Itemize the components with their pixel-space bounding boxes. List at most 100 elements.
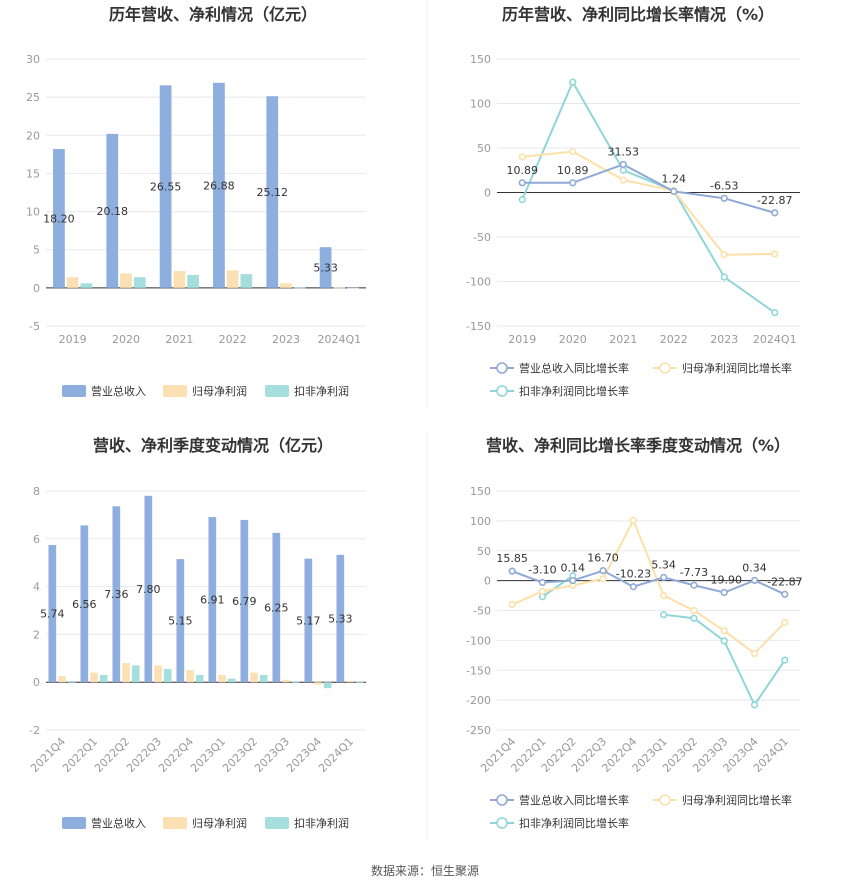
y-tick-label: -50	[473, 605, 491, 618]
x-tick-label: 2020	[112, 333, 140, 346]
y-tick-label: 30	[26, 53, 40, 66]
legend-item: 扣非净利润同比增长率	[490, 384, 629, 398]
x-tick-label: 2022	[660, 333, 688, 346]
chart-title: 营收、净利同比增长率季度变动情况（%）	[486, 436, 790, 455]
quarterly-revenue-profit-chart: 营收、净利季度变动情况（亿元）-2024682021Q42022Q12022Q2…	[28, 436, 366, 830]
y-tick-label: 10	[26, 206, 40, 219]
bar-net-profit	[122, 663, 130, 683]
bar-deducted-profit	[293, 287, 306, 289]
legend-marker	[496, 362, 508, 374]
data-point	[538, 578, 547, 587]
legend-item: 扣非净利润	[265, 384, 349, 398]
bar-deducted-profit	[133, 277, 146, 288]
x-tick-label: 2024Q1	[316, 735, 356, 775]
quarterly-growth-rate-chart: 营收、净利同比增长率季度变动情况（%） -250 -200 -150 -100 -50 0 5…	[466, 436, 803, 830]
legend-label: 归母净利润同比增长率	[682, 793, 792, 807]
bar-net-profit	[218, 675, 226, 683]
data-point	[629, 516, 637, 524]
bar-revenue	[336, 554, 345, 683]
series-line-net-profit	[522, 150, 775, 256]
legend-item: 归母净利润同比增长率	[653, 793, 792, 807]
y-tick-label: 4	[33, 581, 40, 594]
data-point	[518, 153, 526, 161]
bar-data-label: 26.88	[203, 179, 235, 192]
bar-data-label: 7.36	[104, 588, 129, 601]
legend-label: 归母净利润同比增长率	[682, 361, 792, 375]
data-point	[720, 588, 728, 597]
bar-data-label: 6.91	[200, 594, 225, 607]
bar-net-profit	[58, 676, 66, 683]
bar-deducted-profit	[291, 681, 300, 683]
bar-data-label: 25.12	[257, 186, 289, 199]
bar-deducted-profit	[355, 681, 364, 683]
data-point	[720, 273, 728, 281]
legend-swatch	[62, 385, 86, 397]
bar-deducted-profit	[80, 283, 93, 288]
legend-item: 营业总收入同比增长率	[490, 793, 629, 807]
legend-marker	[496, 385, 508, 397]
bar-data-label: 7.80	[136, 583, 161, 596]
data-point	[569, 78, 577, 86]
legend-item: 营业总收入同比增长率	[490, 361, 629, 375]
y-tick-label: 6	[33, 533, 40, 546]
bar-deducted-profit	[67, 682, 76, 683]
y-tick-label: 5	[33, 244, 40, 257]
bar-revenue	[304, 558, 313, 683]
legend-label: 扣非净利润	[294, 384, 349, 398]
bar-revenue	[112, 506, 121, 683]
legend-label: 扣非净利润同比增长率	[519, 384, 629, 398]
legend-item: 营业总收入	[62, 384, 146, 398]
bar-net-profit	[226, 270, 239, 288]
y-tick-label: 50	[477, 545, 491, 558]
x-tick-label: 2020	[559, 333, 587, 346]
annual-growth-rate-chart: 历年营收、净利同比增长率情况（%） -150 -100 -50 0 50 100 150 201…	[466, 5, 800, 398]
y-tick-label: -100	[466, 276, 491, 289]
chart-title: 历年营收、净利同比增长率情况（%）	[502, 5, 774, 24]
bar-net-profit	[120, 273, 132, 288]
data-point	[781, 590, 789, 598]
data-point	[569, 576, 577, 585]
legend-swatch	[265, 817, 289, 829]
line-data-label: 10.89	[557, 164, 589, 177]
y-tick-label: -100	[466, 634, 491, 647]
bar-net-profit	[66, 277, 79, 288]
x-tick-label: 2019	[59, 333, 87, 346]
y-tick-label: -50	[473, 231, 491, 244]
bar-deducted-profit	[240, 274, 253, 288]
data-point	[619, 160, 627, 169]
legend-marker	[659, 794, 671, 806]
series-line-net-profit	[511, 517, 786, 655]
legend-label: 扣非净利润同比增长率	[519, 816, 629, 830]
bar-data-label: 5.33	[313, 262, 338, 275]
legend-label: 营业总收入	[91, 384, 146, 398]
bar-revenue	[159, 85, 172, 288]
bar-deducted-profit	[163, 669, 172, 683]
bar-net-profit	[346, 681, 354, 683]
data-point	[720, 627, 728, 635]
bar-deducted-profit	[195, 675, 204, 683]
data-point	[720, 251, 728, 259]
y-tick-label: 100	[470, 98, 491, 111]
line-data-label: 16.70	[587, 552, 619, 565]
legend-item: 归母净利润	[163, 384, 247, 398]
line-data-label: -22.87	[767, 575, 802, 588]
data-point	[750, 649, 759, 658]
bar-revenue	[272, 532, 281, 683]
data-point	[538, 587, 547, 595]
data-point	[508, 567, 516, 575]
bar-revenue	[319, 247, 332, 288]
bar-data-label: 6.25	[264, 602, 289, 615]
bar-revenue	[106, 133, 119, 288]
y-tick-label: 100	[470, 515, 491, 528]
data-point	[629, 583, 637, 591]
bar-data-label: 26.55	[150, 181, 182, 194]
bar-net-profit	[280, 283, 292, 288]
x-tick-label: 2022	[219, 333, 247, 346]
y-tick-label: 15	[26, 167, 40, 180]
bar-revenue	[144, 495, 153, 683]
legend-swatch	[265, 385, 289, 397]
y-tick-label: 8	[33, 485, 40, 498]
line-data-label: -10.23	[616, 568, 651, 581]
bar-revenue	[48, 545, 57, 683]
